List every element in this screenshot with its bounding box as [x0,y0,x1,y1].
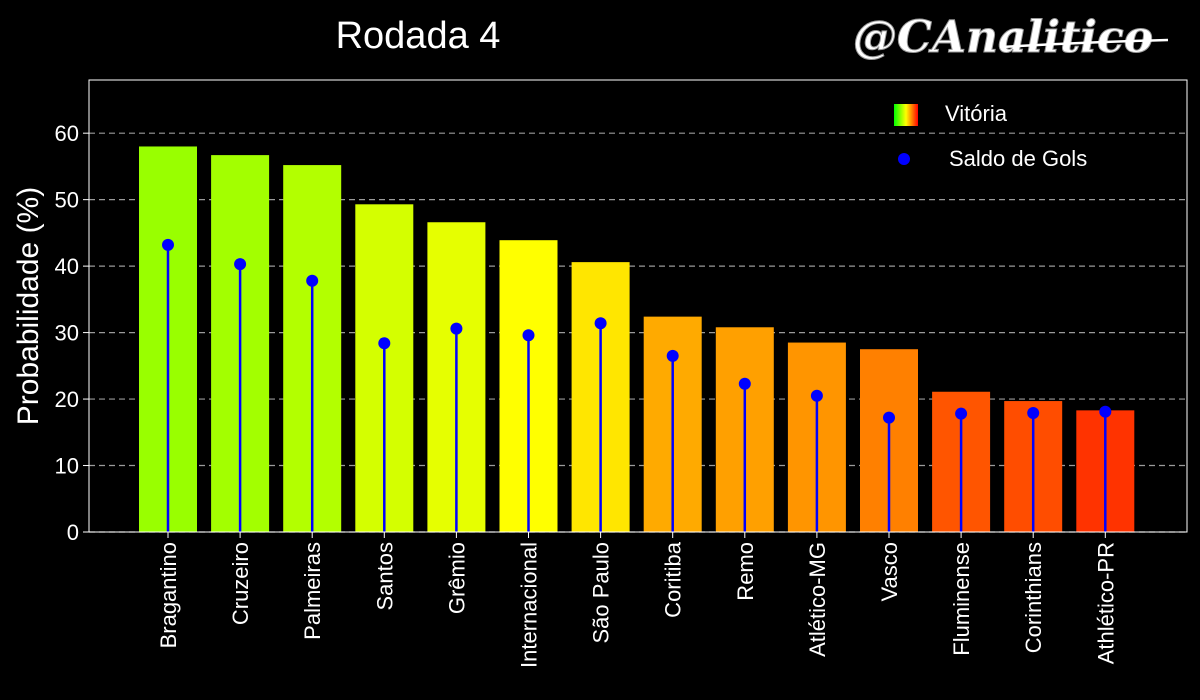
bars [139,146,1135,533]
x-tick-label: Vasco [877,542,902,602]
y-tick-label: 0 [67,520,79,545]
x-tick-label: Grêmio [444,542,469,614]
stem-marker-10 [883,411,895,424]
stem-marker-0 [162,238,174,251]
stem-marker-12 [1027,407,1040,420]
legend-swatch-vitoria [894,104,918,126]
plot-frame [88,79,1188,533]
legend-marker-saldo [898,153,910,165]
y-tick-label: 30 [55,321,79,346]
y-tick-label: 50 [55,188,79,213]
x-tick-label: Cruzeiro [228,542,253,625]
stem-marker-8 [738,377,751,390]
stems [162,238,1112,532]
x-tick-label: Corinthians [1021,542,1046,653]
y-tick-label: 10 [55,454,79,479]
x-tick-label: Athlético-PR [1093,542,1118,664]
stem-marker-7 [666,349,679,362]
y-axis-ticks: 0 10 20 30 40 50 60 [55,121,89,545]
x-axis-ticks: Bragantino Cruzeiro Palmeiras Santos Grêmio I… [156,532,1118,668]
x-tick-label: Remo [733,542,758,601]
stem-marker-2 [306,274,319,287]
x-tick-label: São Paulo [589,542,614,644]
watermark-underline [999,38,1169,49]
legend-label-saldo: Saldo de Gols [949,146,1087,171]
x-tick-label: Coritiba [661,541,686,618]
stem-marker-6 [594,317,607,330]
y-tick-label: 20 [55,387,79,412]
x-tick-label: Bragantino [156,542,181,648]
stem-marker-11 [955,407,968,420]
x-tick-label: Palmeiras [300,542,325,640]
y-tick-label: 40 [55,254,79,279]
stem-marker-13 [1099,405,1112,418]
watermark-logo: @CAnalitico [853,12,1153,63]
x-tick-label: Atlético-MG [805,542,830,657]
x-tick-label: Internacional [517,542,542,668]
x-tick-label: Santos [372,542,397,611]
legend-label-vitoria: Vitória [945,101,1008,126]
stem-marker-3 [378,337,391,350]
y-axis-label: Probabilidade (%) [12,187,45,425]
chart-title: Rodada 4 [336,15,501,57]
stem-marker-5 [522,329,535,342]
y-tick-label: 60 [55,121,79,146]
stem-marker-1 [234,258,247,271]
legend: Vitória Saldo de Gols [894,101,1087,171]
x-tick-label: Fluminense [949,542,974,656]
stem-marker-9 [810,389,823,402]
stem-marker-4 [450,322,463,335]
